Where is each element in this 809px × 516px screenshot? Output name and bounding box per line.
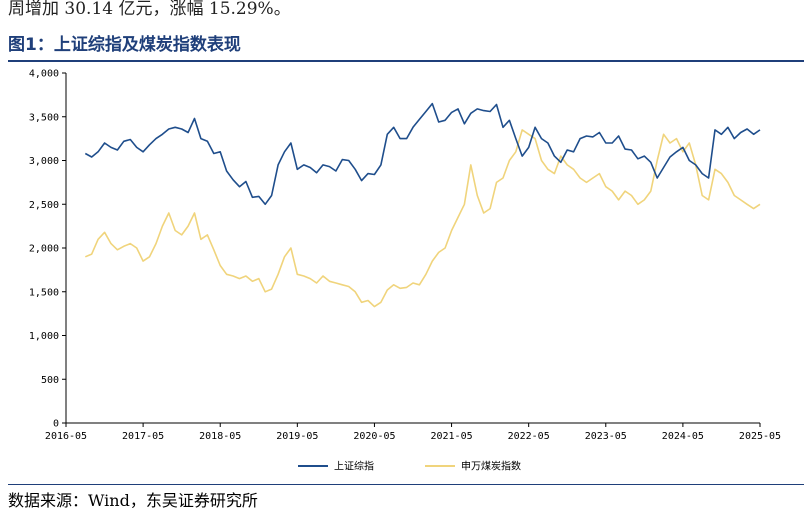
source-rule <box>8 484 804 485</box>
y-tick-label: 500 <box>41 375 59 386</box>
x-tick-label: 2018-05 <box>199 431 241 442</box>
y-tick-label: 2,000 <box>29 244 59 255</box>
y-tick-label: 3,000 <box>29 156 59 167</box>
x-tick-label: 2021-05 <box>430 431 472 442</box>
x-tick-label: 2016-05 <box>45 431 87 442</box>
x-tick-label: 2019-05 <box>276 431 318 442</box>
chart-axes: 0 500 1,000 1,500 2,000 2,500 3,000 3,500 4,000 2… <box>29 69 781 443</box>
series-line-1 <box>84 129 761 308</box>
y-tick-label: 2,500 <box>29 200 59 211</box>
x-tick-label: 2017-05 <box>122 431 164 442</box>
title-rule <box>8 60 804 62</box>
legend-label-0: 上证综指 <box>334 460 374 473</box>
preceding-text: 周增加 30.14 亿元，涨幅 15.29%。 <box>8 0 291 19</box>
chart-series <box>84 102 761 308</box>
y-tick-label: 1,000 <box>29 331 59 342</box>
y-tick-label: 0 <box>53 419 59 430</box>
x-tick-label: 2020-05 <box>353 431 395 442</box>
figure-title: 图1：上证综指及煤炭指数表现 <box>8 35 241 55</box>
chart-legend: 上证综指 申万煤炭指数 <box>298 460 521 473</box>
y-tick-label: 3,500 <box>29 112 59 123</box>
x-tick-label: 2024-05 <box>662 431 704 442</box>
y-tick-label: 4,000 <box>29 69 59 80</box>
legend-label-1: 申万煤炭指数 <box>461 460 521 473</box>
x-tick-label: 2023-05 <box>585 431 627 442</box>
x-tick-label: 2025-05 <box>739 431 781 442</box>
line-chart: 0 500 1,000 1,500 2,000 2,500 3,000 3,500 4,000 2… <box>29 69 781 473</box>
series-line-0 <box>84 102 761 206</box>
x-tick-label: 2022-05 <box>508 431 550 442</box>
y-tick-label: 1,500 <box>29 287 59 298</box>
source-note: 数据来源：Wind，东吴证券研究所 <box>8 491 258 510</box>
